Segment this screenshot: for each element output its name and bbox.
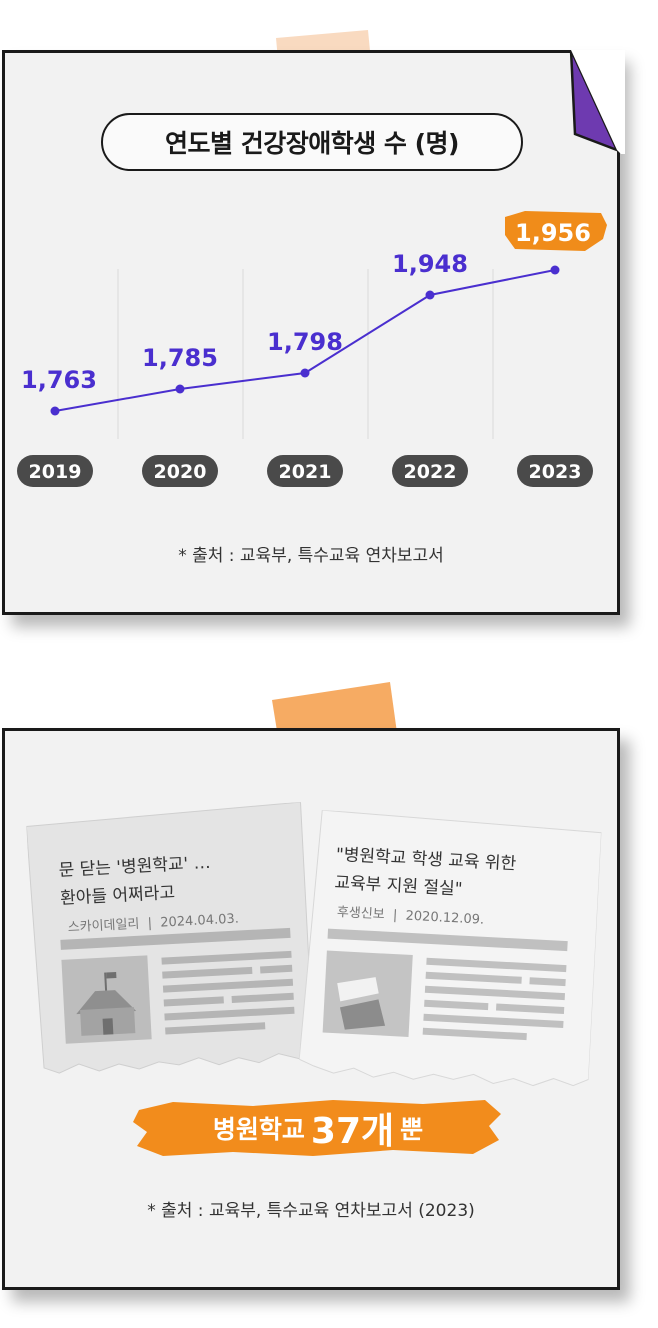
banner-prefix: 병원학교 xyxy=(212,1115,305,1144)
x-tick-label: 2022 xyxy=(404,461,457,483)
highlight-brush xyxy=(505,211,607,251)
news-clipping-1: 문 닫는 '병원학교' … 환아들 어쩌라고 스카이데일리 | 2024.04.… xyxy=(25,801,320,1096)
value-label: 1,763 xyxy=(21,366,97,394)
chart-card: 연도별 건강장애학생 수 (명) 1,763 1,785 1,798 1,948 1,9… xyxy=(2,50,620,615)
data-point xyxy=(425,290,435,300)
x-tick-label: 2021 xyxy=(279,461,332,483)
news-2-outlet: 후생신보 xyxy=(336,905,386,923)
chart-title: 연도별 건강장애학생 수 (명) xyxy=(101,113,523,171)
brush-stroke xyxy=(133,1100,501,1156)
value-label: 1,956 xyxy=(515,219,591,247)
news-source-note: * 출처 : 교육부, 특수교육 연차보고서 (2023) xyxy=(147,1201,475,1221)
year-pill xyxy=(17,455,93,487)
hospital-school-banner: 병원학교 37개 뿐 xyxy=(133,1096,503,1160)
value-label: 1,798 xyxy=(267,328,343,356)
x-tick-label: 2023 xyxy=(529,461,582,483)
line-chart: 1,763 1,785 1,798 1,948 1,956 2019 2020 2021 202… xyxy=(17,211,607,487)
banner-suffix: 뿐 xyxy=(400,1115,424,1144)
year-pill xyxy=(392,455,468,487)
news-1-headline: 문 닫는 '병원학교' … 환아들 어쩌라고 xyxy=(58,852,212,909)
year-pill xyxy=(267,455,343,487)
meta-divider: | xyxy=(143,915,157,932)
banner-text: 병원학교 37개 뿐 xyxy=(133,1096,503,1160)
meta-divider: | xyxy=(388,907,402,924)
value-label: 1,948 xyxy=(392,250,468,278)
x-tick-label: 2020 xyxy=(154,461,207,483)
value-label: 1,785 xyxy=(142,344,218,372)
data-point xyxy=(175,384,185,394)
data-point xyxy=(300,368,310,378)
x-tick-label: 2019 xyxy=(29,461,82,483)
data-point xyxy=(50,406,60,416)
year-pill xyxy=(517,455,593,487)
folded-corner xyxy=(569,50,625,154)
news-clipping-2: "병원학교 학생 교육 위한 교육부 지원 절실" 후생신보 | 2020.12… xyxy=(298,809,602,1095)
data-point xyxy=(550,265,560,275)
news-card: 문 닫는 '병원학교' … 환아들 어쩌라고 스카이데일리 | 2024.04.… xyxy=(2,728,620,1290)
year-pill xyxy=(142,455,218,487)
banner-count: 37개 xyxy=(310,1111,395,1152)
chart-source-note: * 출처 : 교육부, 특수교육 연차보고서 xyxy=(178,546,444,566)
news-2-headline: "병원학교 학생 교육 위한 교육부 지원 절실" xyxy=(333,844,517,900)
